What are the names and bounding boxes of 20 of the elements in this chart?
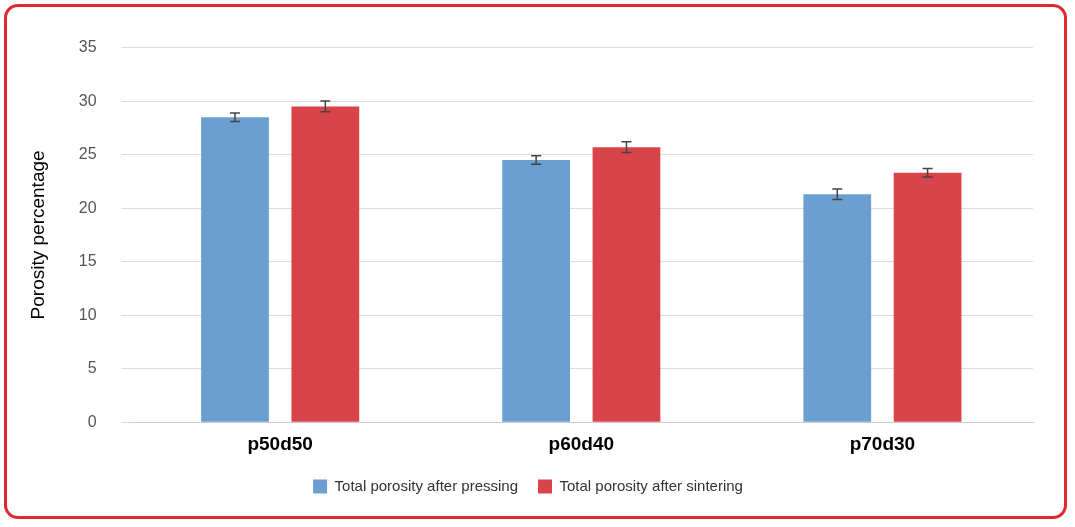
bar <box>502 159 571 422</box>
y-tick-label: 30 <box>78 91 97 109</box>
bar <box>893 172 962 422</box>
x-tick-label: p60d40 <box>548 432 615 454</box>
bar <box>291 106 360 422</box>
legend-label: Total porosity after sintering <box>559 476 743 494</box>
bar <box>803 194 872 422</box>
y-tick-label: 10 <box>78 305 97 323</box>
y-tick-label: 5 <box>87 359 97 377</box>
y-tick-label: 0 <box>87 412 97 430</box>
y-tick-label: 25 <box>78 145 97 163</box>
x-tick-label: p70d30 <box>849 432 916 454</box>
y-axis-title: Porosity percentage <box>26 150 48 320</box>
y-tick-label: 35 <box>78 38 97 56</box>
x-tick-label: p50d50 <box>247 432 313 454</box>
bar <box>592 147 661 422</box>
bar <box>201 117 269 422</box>
legend-label: Total porosity after pressing <box>334 476 518 494</box>
y-tick-label: 20 <box>78 198 97 216</box>
y-tick-label: 15 <box>78 252 97 270</box>
